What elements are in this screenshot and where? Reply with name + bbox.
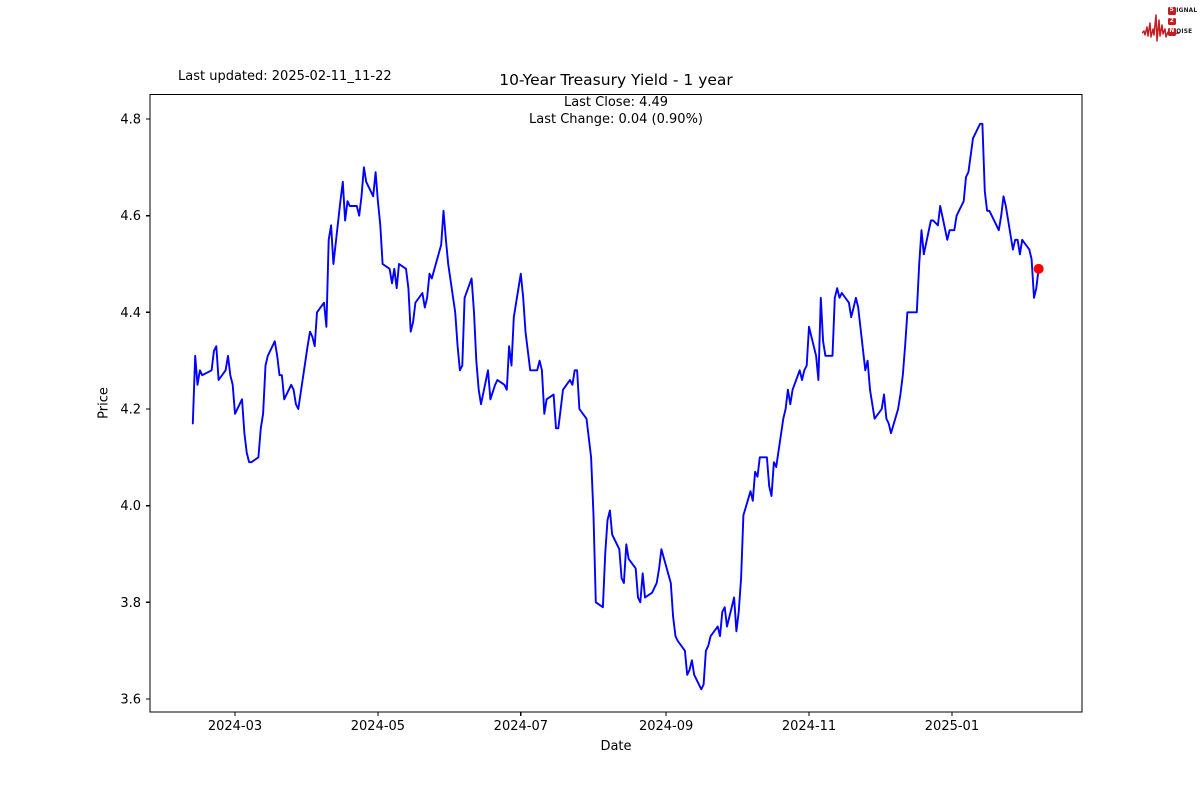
svg-text:4.0: 4.0 (120, 499, 141, 514)
logo: S IGNAL 2 N OISE (1142, 4, 1200, 48)
last-updated-text: Last updated: 2025-02-11_11-22 (178, 69, 392, 84)
logo-badge-2: 2 (1168, 17, 1176, 26)
svg-text:2024-07: 2024-07 (494, 719, 548, 734)
logo-row-two: 2 (1168, 17, 1197, 26)
logo-row-signal: S IGNAL (1168, 7, 1198, 15)
svg-text:4.8: 4.8 (120, 113, 141, 128)
svg-text:2024-03: 2024-03 (208, 719, 262, 734)
chart-title: 10-Year Treasury Yield - 1 year (499, 71, 733, 89)
svg-text:4.4: 4.4 (120, 306, 141, 321)
svg-text:2024-05: 2024-05 (351, 719, 405, 734)
svg-text:4.2: 4.2 (120, 403, 141, 418)
x-axis-label: Date (600, 739, 632, 754)
svg-text:3.8: 3.8 (120, 596, 141, 611)
logo-wordmark: S IGNAL 2 N OISE (1168, 7, 1197, 39)
svg-text:2025-01: 2025-01 (925, 719, 979, 734)
svg-text:2024-11: 2024-11 (782, 719, 836, 734)
svg-text:4.6: 4.6 (120, 209, 141, 224)
last-close-text: Last Close: 4.49 (563, 95, 669, 110)
svg-text:2024-09: 2024-09 (639, 719, 693, 734)
y-axis-label: Price (96, 387, 112, 419)
logo-badge-n: N (1168, 28, 1176, 36)
last-change-text: Last Change: 0.04 (0.90%) (528, 112, 703, 127)
logo-badge-s: S (1168, 7, 1176, 15)
logo-row-noise: N OISE (1168, 28, 1193, 36)
svg-text:3.6: 3.6 (120, 693, 141, 708)
